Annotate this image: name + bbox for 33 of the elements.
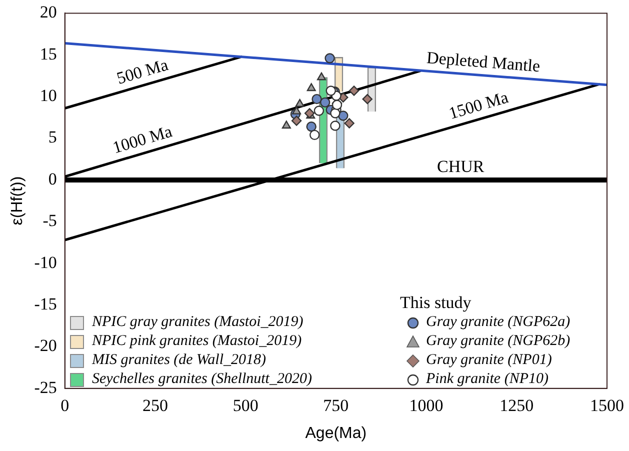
y-axis-title: ε(Hf(t)) xyxy=(9,176,26,226)
y-tick-label: 0 xyxy=(48,169,57,188)
x-tick-label: 750 xyxy=(323,396,349,416)
y-tick-label: 20 xyxy=(40,2,57,22)
y-tick-label: -15 xyxy=(34,294,57,314)
x-axis-title: Age(Ma) xyxy=(305,424,367,442)
series-label: Depleted Mantle xyxy=(426,48,541,76)
x-tick-label: 250 xyxy=(142,396,168,416)
text: 500 Ma xyxy=(114,54,171,88)
legend-label: Gray granite (NP01) xyxy=(425,351,553,370)
y-tick-label: 15 xyxy=(40,44,57,64)
legend-title: This study xyxy=(400,293,472,313)
y-tick-label: -25 xyxy=(34,378,57,397)
y-tick-label: -20 xyxy=(34,336,57,356)
y-tick-label: 5 xyxy=(48,128,57,147)
text: 1500 Ma xyxy=(446,88,511,123)
legend-label: NPIC pink granites (Mastoi_2019) xyxy=(91,332,303,351)
text: 1000 Ma xyxy=(110,122,175,158)
legend-label: Pink granite (NP10) xyxy=(425,370,550,389)
legend-label: Gray granite (NGP62b) xyxy=(425,332,570,351)
legend-label: Seychelles granites (Shellnutt_2020) xyxy=(91,370,312,389)
x-tick-label: 0 xyxy=(60,396,70,416)
y-tick-label: -10 xyxy=(34,252,57,272)
x-tick-label: 500 xyxy=(232,396,258,416)
legend-label: MIS granites (de Wall_2018) xyxy=(90,351,268,370)
legend-label: Gray granite (NGP62a) xyxy=(425,313,570,332)
y-tick-label: -5 xyxy=(42,211,57,230)
x-tick-label: 1250 xyxy=(500,396,534,416)
x-tick-label: 1000 xyxy=(409,396,444,416)
legend-label: NPIC gray granites (Mastoi_2019) xyxy=(91,313,304,332)
y-tick-label: 10 xyxy=(40,86,57,106)
x-tick-label: 1500 xyxy=(590,396,624,416)
ref-line-label: CHUR xyxy=(437,156,485,176)
